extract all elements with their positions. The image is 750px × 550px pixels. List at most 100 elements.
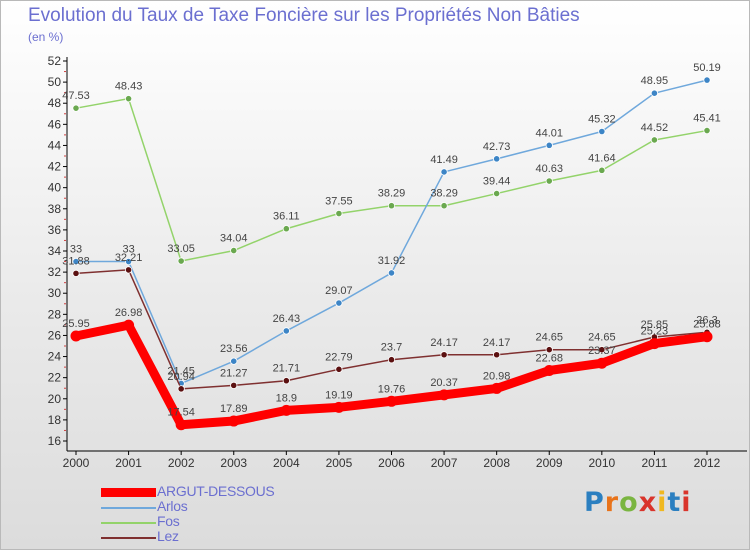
data-label: 20.37 — [430, 377, 458, 389]
legend-label: ARGUT-DESSOUS — [157, 483, 275, 499]
data-label: 38.29 — [378, 188, 406, 200]
proxiti-logo: Proxiti — [584, 487, 692, 518]
data-label: 24.65 — [535, 332, 563, 344]
logo-letter: i — [681, 487, 692, 518]
data-point — [228, 415, 240, 427]
data-point — [386, 395, 397, 407]
data-label: 26.98 — [115, 307, 143, 319]
legend-swatch — [101, 537, 156, 539]
data-point — [598, 127, 606, 136]
data-point — [703, 76, 711, 84]
chart-lines — [70, 76, 713, 431]
logo-letter: o — [619, 487, 639, 518]
page-title: Evolution du Taux de Taxe Foncière sur l… — [28, 5, 580, 26]
logo-letter: t — [667, 487, 682, 518]
chart-axes: 16 18 20 22 24 26 28 30 32 34 36 38 40 42 44 46 48 50 52 20… — [48, 54, 747, 470]
data-label: 24.65 — [588, 332, 616, 344]
data-label: 38.29 — [430, 188, 458, 200]
legend-label: Arlos — [157, 498, 188, 514]
data-point — [438, 389, 450, 401]
data-label: 23.56 — [220, 343, 248, 355]
data-point — [648, 338, 660, 350]
data-label: 36.11 — [273, 211, 300, 223]
data-point — [230, 381, 238, 389]
data-label: 48.43 — [115, 81, 143, 93]
data-point — [282, 377, 290, 385]
data-point — [335, 365, 343, 373]
y-tick-label: 24 — [48, 350, 62, 364]
x-tick-label: 2005 — [326, 456, 353, 470]
data-label: 44.01 — [535, 127, 563, 139]
data-label: 42.73 — [483, 141, 511, 153]
y-tick-label: 48 — [48, 96, 62, 110]
data-point — [650, 89, 659, 97]
data-point — [282, 225, 290, 233]
data-point — [72, 269, 80, 277]
data-label: 23.37 — [588, 345, 616, 357]
logo-letter: r — [604, 487, 620, 518]
data-label: 22.79 — [325, 351, 353, 363]
data-point — [387, 202, 396, 210]
legend-swatch — [101, 522, 156, 524]
y-tick-label: 46 — [48, 117, 62, 131]
data-point — [543, 364, 555, 376]
data-point — [177, 385, 185, 393]
data-point — [175, 419, 187, 431]
data-label: 37.55 — [325, 196, 353, 208]
data-label: 19.76 — [378, 383, 406, 395]
data-label: 33.05 — [167, 243, 195, 255]
x-tick-label: 2009 — [536, 456, 563, 470]
legend-label: Fos — [157, 513, 180, 529]
data-label: 21.71 — [273, 363, 301, 375]
data-label: 45.41 — [693, 113, 721, 125]
data-point — [124, 266, 133, 274]
data-point — [282, 327, 290, 335]
data-point — [177, 257, 185, 265]
data-label: 48.95 — [641, 75, 669, 87]
chart-subtitle: (en %) — [28, 30, 64, 44]
data-point — [545, 346, 553, 354]
data-label: 24.17 — [430, 337, 458, 349]
data-label: 20.98 — [483, 370, 511, 382]
logo-letter: x — [638, 487, 658, 518]
data-point — [650, 136, 659, 144]
data-point — [387, 269, 396, 277]
x-tick-label: 2006 — [378, 456, 405, 470]
data-point — [491, 382, 503, 394]
data-label: 34.04 — [220, 233, 248, 245]
data-point — [335, 299, 343, 307]
logo-letter: i — [657, 487, 668, 518]
y-tick-label: 34 — [48, 244, 62, 258]
data-point — [230, 357, 238, 365]
x-tick-label: 2004 — [273, 456, 300, 470]
data-point — [596, 357, 608, 369]
data-label: 47.53 — [62, 90, 90, 102]
data-point — [701, 331, 713, 343]
legend-swatch — [101, 507, 156, 509]
data-label: 25.88 — [693, 319, 721, 331]
data-point — [545, 177, 553, 185]
y-tick-label: 42 — [48, 160, 62, 174]
data-label: 17.89 — [220, 403, 248, 415]
data-point — [440, 351, 448, 359]
data-point — [335, 209, 343, 218]
data-label: 23.7 — [381, 342, 402, 354]
data-point — [440, 168, 448, 176]
data-point — [387, 356, 396, 364]
y-tick-label: 50 — [48, 75, 62, 89]
data-point — [333, 401, 345, 413]
y-tick-label: 44 — [48, 138, 62, 152]
logo-letter: P — [584, 487, 605, 518]
data-label: 45.32 — [588, 114, 616, 126]
data-label: 20.94 — [167, 371, 195, 383]
data-point — [703, 126, 711, 135]
data-point — [545, 141, 553, 149]
x-tick-label: 2008 — [483, 456, 510, 470]
x-tick-label: 2001 — [115, 456, 142, 470]
y-tick-label: 30 — [48, 286, 62, 300]
data-label: 29.07 — [325, 285, 353, 297]
legend-label: Lez — [157, 528, 179, 544]
legend-swatch — [101, 488, 156, 497]
